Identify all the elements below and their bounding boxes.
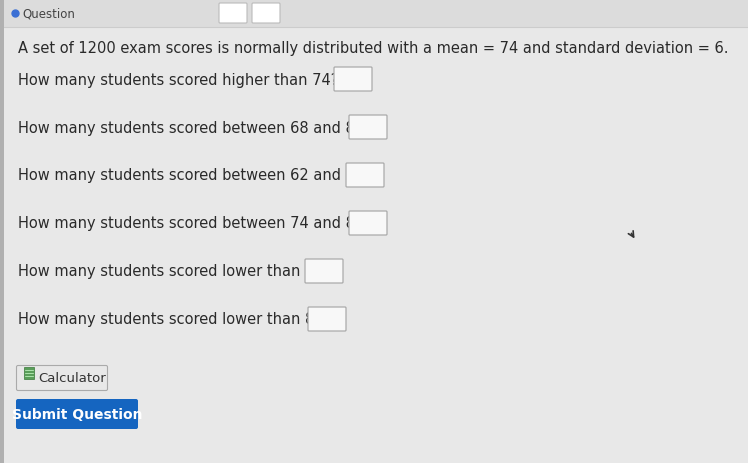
Text: How many students scored lower than 80?: How many students scored lower than 80? — [18, 312, 331, 327]
FancyBboxPatch shape — [349, 116, 387, 140]
FancyBboxPatch shape — [305, 259, 343, 283]
FancyBboxPatch shape — [16, 399, 138, 429]
FancyBboxPatch shape — [0, 0, 748, 28]
Text: How many students scored lower than 68?: How many students scored lower than 68? — [18, 264, 331, 279]
FancyBboxPatch shape — [219, 4, 247, 24]
Text: Question: Question — [22, 7, 75, 20]
Text: How many students scored higher than 74?: How many students scored higher than 74? — [18, 72, 338, 88]
FancyBboxPatch shape — [349, 212, 387, 236]
FancyBboxPatch shape — [24, 367, 34, 379]
Text: Calculator: Calculator — [38, 372, 105, 385]
FancyBboxPatch shape — [334, 68, 372, 92]
FancyBboxPatch shape — [16, 366, 108, 391]
Text: How many students scored between 62 and 86?: How many students scored between 62 and … — [18, 168, 372, 183]
FancyBboxPatch shape — [308, 307, 346, 332]
Text: How many students scored between 74 and 80?: How many students scored between 74 and … — [18, 216, 372, 231]
FancyBboxPatch shape — [252, 4, 280, 24]
FancyBboxPatch shape — [0, 0, 4, 463]
Text: A set of 1200 exam scores is normally distributed with a mean = 74 and standard : A set of 1200 exam scores is normally di… — [18, 40, 729, 56]
FancyBboxPatch shape — [346, 163, 384, 188]
Text: Submit Question: Submit Question — [12, 407, 142, 421]
Text: How many students scored between 68 and 80?: How many students scored between 68 and … — [18, 120, 372, 135]
